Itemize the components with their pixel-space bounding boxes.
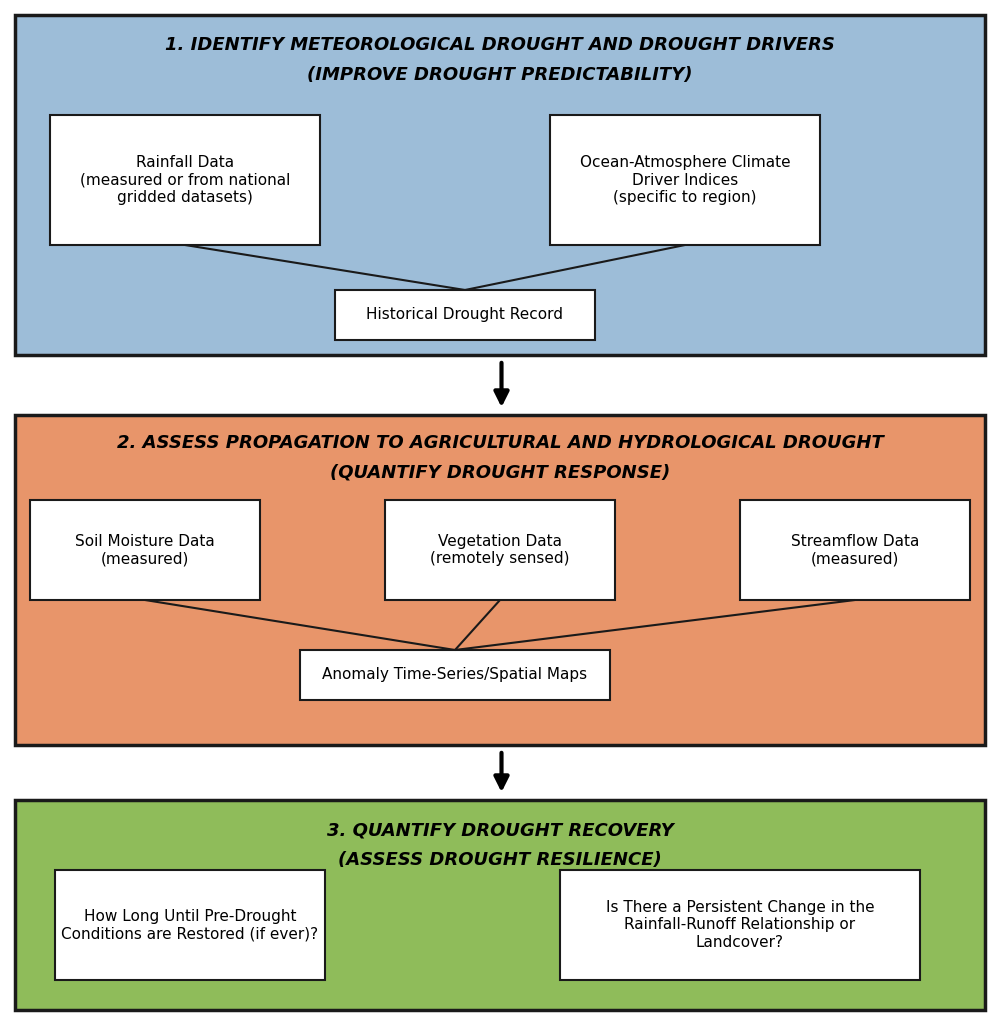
- Bar: [300, 650, 609, 700]
- Bar: [549, 115, 820, 245]
- Text: Soil Moisture Data
(measured): Soil Moisture Data (measured): [75, 534, 214, 566]
- Text: Rainfall Data
(measured or from national
gridded datasets): Rainfall Data (measured or from national…: [80, 155, 290, 205]
- Text: 1. IDENTIFY METEOROLOGICAL DROUGHT AND DROUGHT DRIVERS: 1. IDENTIFY METEOROLOGICAL DROUGHT AND D…: [165, 36, 834, 54]
- Bar: [559, 870, 919, 980]
- Bar: [385, 500, 614, 600]
- Text: Is There a Persistent Change in the
Rainfall-Runoff Relationship or
Landcover?: Is There a Persistent Change in the Rain…: [605, 900, 874, 950]
- Text: Ocean-Atmosphere Climate
Driver Indices
(specific to region): Ocean-Atmosphere Climate Driver Indices …: [579, 155, 790, 205]
- Bar: [15, 415, 984, 745]
- Bar: [335, 290, 594, 340]
- Text: Historical Drought Record: Historical Drought Record: [366, 307, 563, 323]
- Text: 2. ASSESS PROPAGATION TO AGRICULTURAL AND HYDROLOGICAL DROUGHT: 2. ASSESS PROPAGATION TO AGRICULTURAL AN…: [116, 434, 883, 452]
- Text: How Long Until Pre-Drought
Conditions are Restored (if ever)?: How Long Until Pre-Drought Conditions ar…: [61, 909, 319, 941]
- Text: Vegetation Data
(remotely sensed): Vegetation Data (remotely sensed): [430, 534, 569, 566]
- Text: (IMPROVE DROUGHT PREDICTABILITY): (IMPROVE DROUGHT PREDICTABILITY): [307, 66, 692, 84]
- Bar: [55, 870, 325, 980]
- Text: Anomaly Time-Series/Spatial Maps: Anomaly Time-Series/Spatial Maps: [322, 668, 587, 683]
- Text: (QUANTIFY DROUGHT RESPONSE): (QUANTIFY DROUGHT RESPONSE): [330, 463, 669, 481]
- Text: Streamflow Data
(measured): Streamflow Data (measured): [790, 534, 918, 566]
- Bar: [15, 15, 984, 355]
- Bar: [50, 115, 320, 245]
- Bar: [739, 500, 969, 600]
- Bar: [15, 800, 984, 1010]
- Text: 3. QUANTIFY DROUGHT RECOVERY: 3. QUANTIFY DROUGHT RECOVERY: [327, 821, 672, 839]
- Text: (ASSESS DROUGHT RESILIENCE): (ASSESS DROUGHT RESILIENCE): [338, 851, 661, 869]
- Bar: [30, 500, 260, 600]
